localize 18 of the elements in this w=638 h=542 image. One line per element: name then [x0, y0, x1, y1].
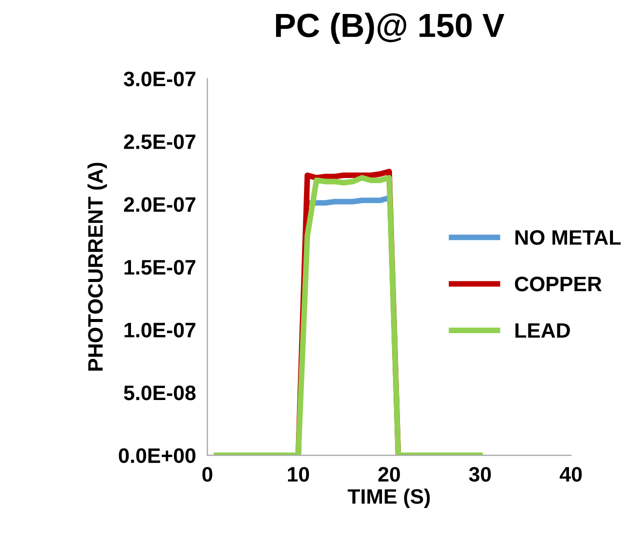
x-tick-label: 40: [560, 466, 582, 482]
x-tick-label: 0: [202, 466, 212, 482]
legend-label: LEAD: [515, 323, 570, 338]
y-tick-label: 2.0E-07: [124, 197, 196, 212]
y-tick-label: 2.5E-07: [124, 134, 196, 150]
y-tick-label: 1.5E-07: [124, 260, 196, 275]
x-tick-label: 20: [378, 466, 400, 482]
y-tick-label: 3.0E-07: [124, 72, 196, 86]
x-axis-title: TIME (S): [348, 488, 430, 508]
x-tick-label: 30: [468, 466, 491, 482]
y-tick-label: 5.0E-08: [124, 386, 196, 400]
x-tick-label: 10: [288, 466, 309, 482]
y-tick-label: 1.0E-07: [124, 322, 196, 338]
legend-label: NO METAL: [515, 230, 621, 245]
y-tick-label: 0.0E+00: [118, 448, 196, 464]
chart-title: PC (B)@ 150 V: [276, 12, 504, 44]
y-axis-title: PHOTOCURRENT (A): [88, 162, 107, 371]
legend-label: COPPER: [514, 276, 602, 292]
